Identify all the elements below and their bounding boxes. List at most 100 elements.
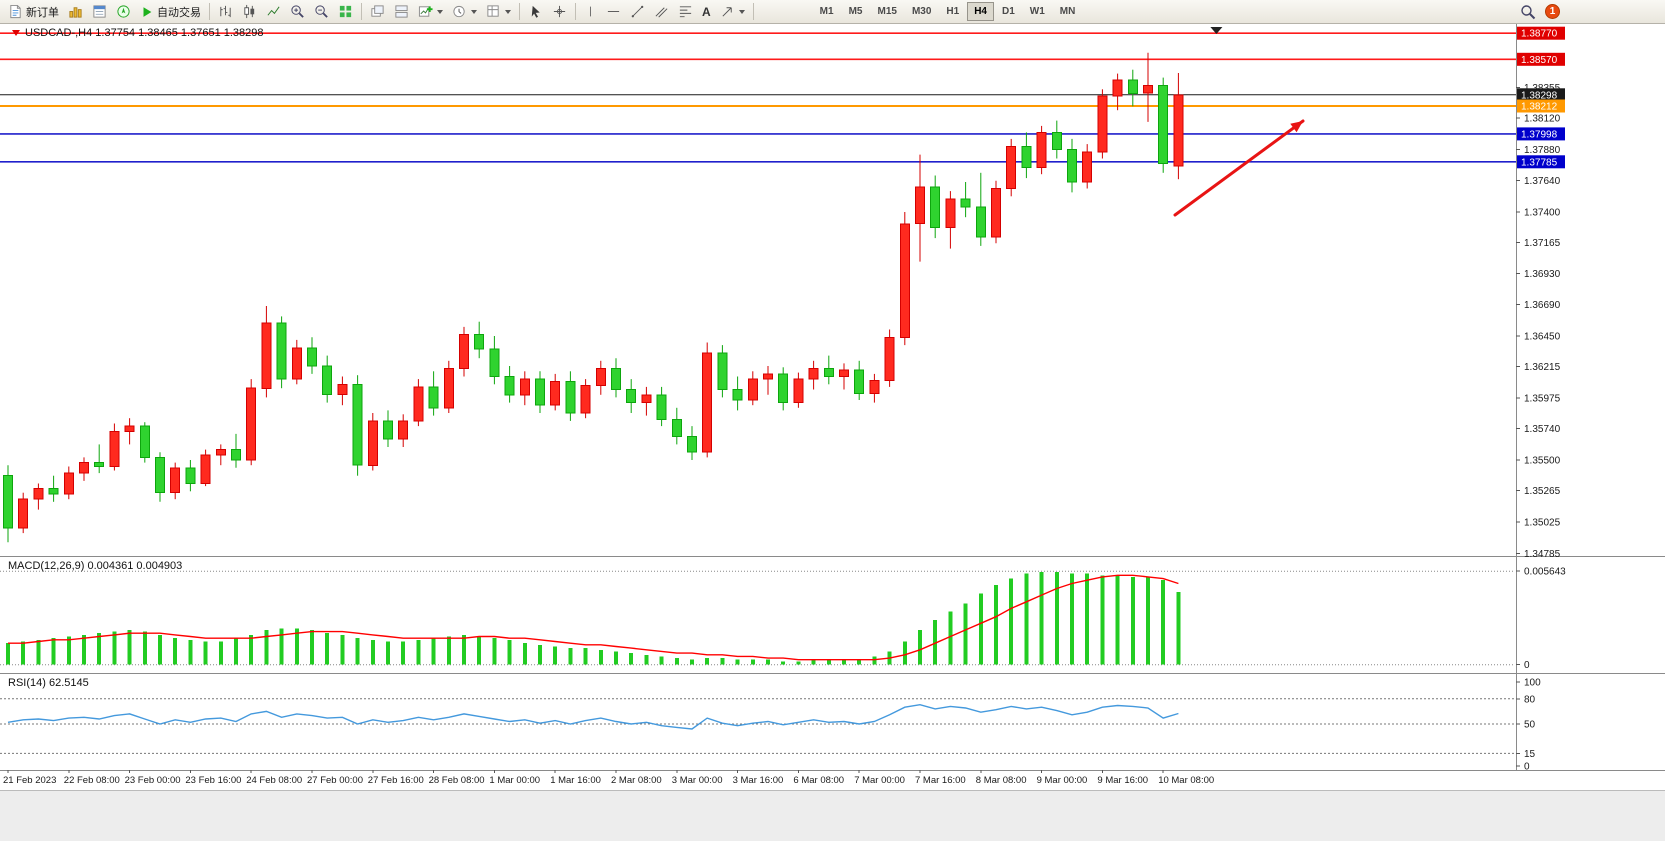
candle-body bbox=[367, 420, 378, 466]
macd-histogram-bar bbox=[294, 628, 299, 665]
macd-histogram-bar bbox=[811, 659, 816, 665]
macd-histogram-bar bbox=[1161, 580, 1166, 665]
timeframe-button-m15[interactable]: M15 bbox=[877, 6, 897, 17]
toolbar-separator bbox=[361, 3, 362, 20]
tile-horizontal-button[interactable] bbox=[390, 1, 413, 22]
time-tick-label: 3 Mar 00:00 bbox=[672, 775, 723, 786]
macd-histogram-bar bbox=[386, 641, 390, 665]
new-chart-button[interactable] bbox=[414, 1, 447, 22]
arrow-tool-icon bbox=[720, 4, 735, 19]
rsi-panel: 100 80 50 15 0 bbox=[0, 678, 1541, 773]
horizontal-line-button[interactable] bbox=[602, 1, 625, 22]
time-tick-label: 23 Feb 16:00 bbox=[185, 775, 241, 786]
chart-svg[interactable]: 1.383551.381201.378801.376401.374001.371… bbox=[0, 24, 1665, 841]
time-tick-label: 9 Mar 00:00 bbox=[1037, 775, 1088, 786]
time-tick-label: 9 Mar 16:00 bbox=[1097, 775, 1148, 786]
candle-body bbox=[565, 381, 576, 414]
candle-body bbox=[3, 475, 13, 529]
timeframe-button-m30[interactable]: M30 bbox=[911, 6, 932, 17]
candle-body bbox=[611, 368, 621, 391]
macd-histogram-bar bbox=[674, 658, 679, 665]
candle-body bbox=[580, 385, 591, 414]
market-watch-icon bbox=[68, 4, 83, 19]
toolbar: 新订单 自动交易 bbox=[0, 0, 1665, 24]
zoom-out-button[interactable] bbox=[310, 1, 333, 22]
bar-chart-icon bbox=[218, 4, 233, 19]
candle-body bbox=[231, 449, 241, 461]
trend-arrow-head bbox=[1290, 121, 1303, 133]
candle-body bbox=[626, 389, 637, 404]
time-tick-label: 1 Mar 16:00 bbox=[550, 775, 601, 786]
market-watch-button[interactable] bbox=[64, 1, 87, 22]
cursor-button[interactable] bbox=[524, 1, 547, 22]
price-scale: 1.383551.381201.378801.376401.374001.371… bbox=[1516, 26, 1565, 560]
timeframe-button-m5[interactable]: M5 bbox=[848, 6, 863, 17]
macd-histogram-bar bbox=[857, 659, 862, 665]
navigator-button[interactable] bbox=[112, 1, 135, 22]
zoom-in-button[interactable] bbox=[286, 1, 309, 22]
macd-histogram-bar bbox=[507, 639, 512, 665]
candle-body bbox=[352, 383, 363, 466]
macd-histogram-bar bbox=[142, 631, 147, 665]
trend-arrow-line[interactable] bbox=[1173, 119, 1305, 217]
time-tick-label: 23 Feb 00:00 bbox=[125, 775, 181, 786]
candle-body bbox=[991, 188, 1001, 238]
trendline-button[interactable] bbox=[626, 1, 649, 22]
macd-histogram-bar bbox=[462, 634, 466, 665]
macd-histogram-bar bbox=[36, 639, 41, 665]
zoom-out-icon bbox=[314, 4, 329, 19]
candle-body bbox=[1051, 131, 1062, 150]
auto-trading-button[interactable]: 自动交易 bbox=[136, 1, 205, 22]
tile-windows-button[interactable] bbox=[334, 1, 357, 22]
candle-body bbox=[383, 420, 393, 440]
candle-body bbox=[48, 488, 59, 495]
zoom-in-icon bbox=[290, 4, 305, 19]
timeframe-button-h4[interactable]: H4 bbox=[967, 2, 994, 21]
timeframe-button-m1[interactable]: M1 bbox=[819, 6, 834, 17]
macd-histogram-bar bbox=[416, 639, 421, 665]
macd-histogram-bar bbox=[264, 629, 269, 665]
clock-button[interactable] bbox=[448, 1, 481, 22]
text-tool-button[interactable]: A bbox=[698, 1, 715, 22]
search-button[interactable] bbox=[1516, 1, 1540, 22]
channel-button[interactable] bbox=[650, 1, 673, 22]
bar-chart-button[interactable] bbox=[214, 1, 237, 22]
candle-body bbox=[960, 198, 971, 208]
cascade-windows-button[interactable] bbox=[366, 1, 389, 22]
notification-badge[interactable]: 1 bbox=[1545, 4, 1560, 19]
price-tick-label: 1.35500 bbox=[1524, 456, 1561, 467]
candlestick-chart-icon bbox=[242, 4, 257, 19]
price-badge bbox=[1517, 26, 1565, 40]
macd-histogram-bar bbox=[97, 633, 102, 665]
candle-body bbox=[215, 449, 226, 456]
candle-body bbox=[170, 467, 181, 494]
candle-body bbox=[291, 347, 302, 380]
timeframe-button-d1[interactable]: D1 bbox=[1001, 6, 1015, 17]
candlestick-chart-button[interactable] bbox=[238, 1, 261, 22]
candle-body bbox=[854, 369, 865, 394]
chart-shift-marker[interactable] bbox=[1210, 27, 1223, 34]
candle-body bbox=[1112, 79, 1123, 97]
price-tick-label: 1.35025 bbox=[1524, 518, 1561, 529]
price-badge bbox=[1517, 88, 1565, 102]
timeframe-button-h1[interactable]: H1 bbox=[946, 6, 960, 17]
candle-body bbox=[185, 467, 196, 484]
arrow-tool-button[interactable] bbox=[716, 1, 749, 22]
macd-tick-label: 0 bbox=[1524, 660, 1530, 671]
timeframe-button-w1[interactable]: W1 bbox=[1029, 6, 1045, 17]
candle-body bbox=[1006, 146, 1017, 189]
template-button[interactable] bbox=[482, 1, 515, 22]
timeframe-button-mn[interactable]: MN bbox=[1059, 6, 1076, 17]
toolbar-separator bbox=[752, 3, 754, 20]
price-tick-label: 1.37880 bbox=[1524, 145, 1561, 156]
new-order-button[interactable]: 新订单 bbox=[4, 1, 63, 22]
line-chart-button[interactable] bbox=[262, 1, 285, 22]
data-window-button[interactable] bbox=[88, 1, 111, 22]
horizontal-lines-layer bbox=[0, 32, 1516, 163]
crosshair-button[interactable] bbox=[548, 1, 571, 22]
candle-body bbox=[671, 419, 682, 438]
vertical-line-button[interactable] bbox=[580, 1, 601, 22]
new-chart-icon bbox=[418, 4, 433, 19]
toolbar-separator bbox=[209, 3, 210, 20]
fibonacci-button[interactable] bbox=[674, 1, 697, 22]
